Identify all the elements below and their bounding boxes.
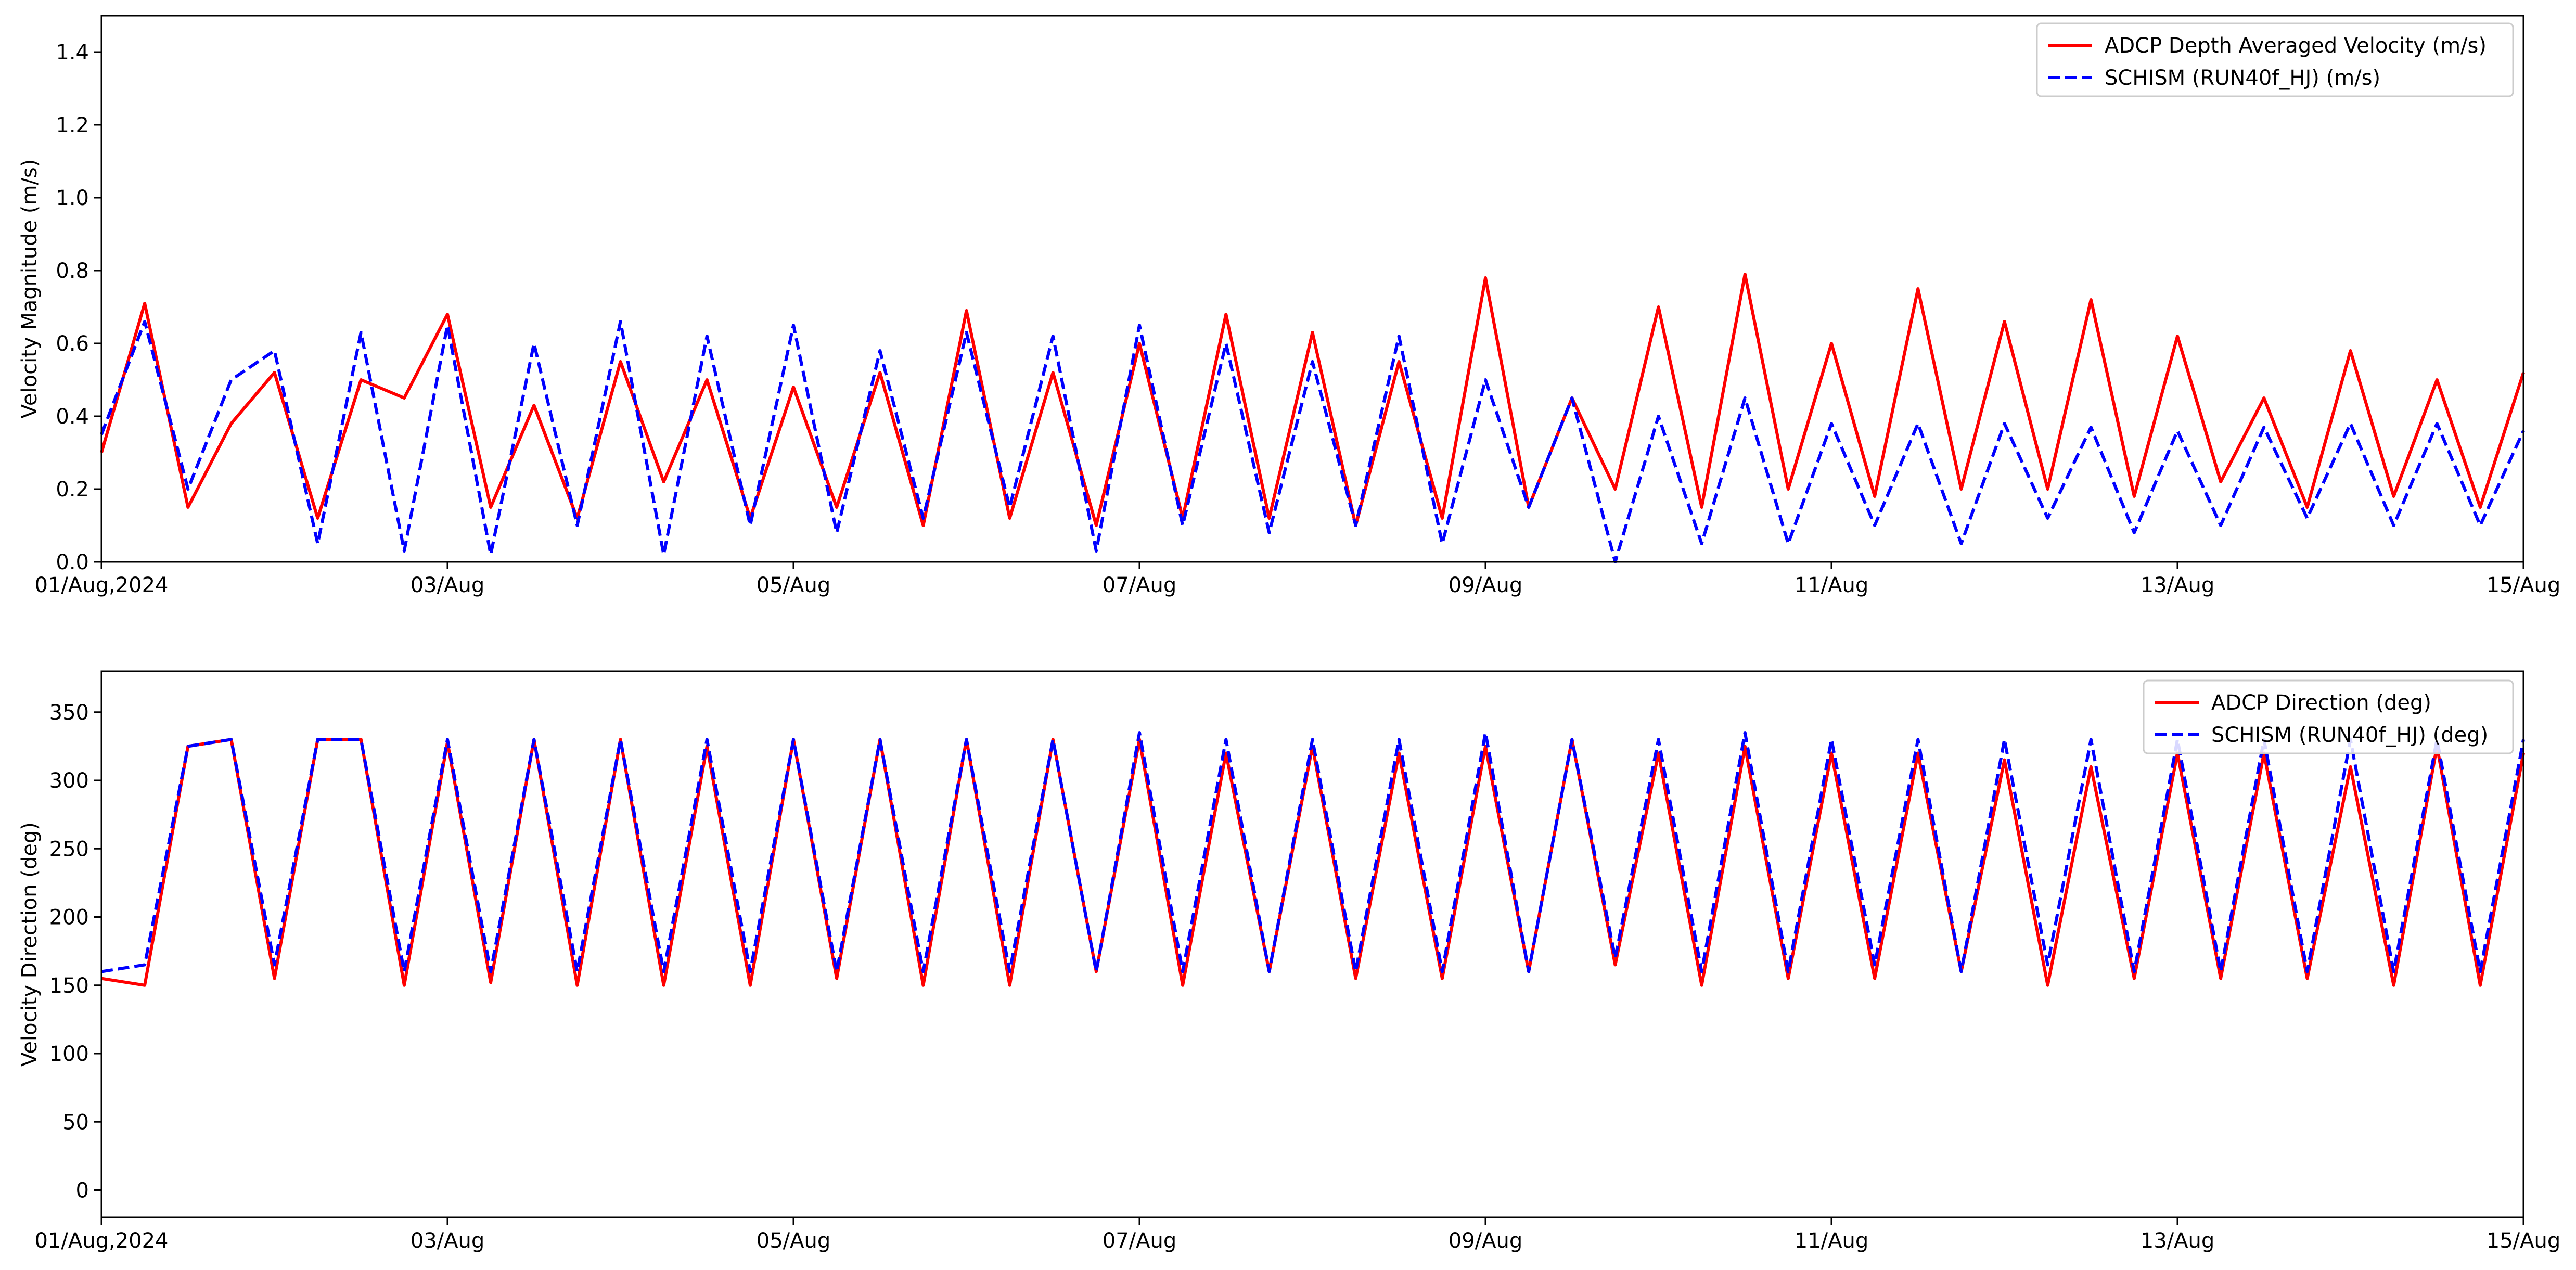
series-line-schism: [100, 320, 2525, 563]
x-tick-label: 03/Aug: [411, 573, 484, 597]
y-tick-label: 0: [76, 1179, 89, 1203]
legend-label: ADCP Direction (deg): [2211, 691, 2431, 715]
y-tick-label: 0.2: [56, 478, 89, 502]
series-line-adcp: [100, 273, 2525, 527]
y-axis-label: Velocity Magnitude (m/s): [18, 159, 42, 419]
x-tick-label: 13/Aug: [2141, 573, 2214, 597]
y-tick-label: 0.4: [56, 405, 89, 429]
legend-label: SCHISM (RUN40f_HJ) (deg): [2211, 723, 2488, 747]
x-tick-label: 01/Aug,2024: [35, 1229, 169, 1253]
x-tick-label: 09/Aug: [1449, 1229, 1522, 1253]
y-tick-label: 0.6: [56, 332, 89, 356]
x-tick-label: 05/Aug: [757, 573, 830, 597]
y-tick-label: 50: [62, 1110, 89, 1134]
y-tick-label: 250: [49, 837, 89, 861]
y-tick-label: 1.4: [56, 41, 89, 65]
x-tick-label: 11/Aug: [1795, 1229, 1868, 1253]
x-tick-label: 15/Aug: [2487, 1229, 2560, 1253]
series-line-schism: [101, 731, 2525, 973]
x-tick-label: 03/Aug: [411, 1229, 484, 1253]
axes-frame: [100, 670, 2524, 1218]
velocity-magnitude-panel: 0.0 0.2 0.4 0.6 0.8 1.0 1.2 1.4 01/Aug,2024 03/Au…: [18, 15, 2560, 597]
y-tick-label: 1.0: [56, 186, 89, 210]
x-tick-label: 01/Aug,2024: [35, 573, 169, 597]
y-tick-label: 350: [49, 701, 89, 725]
y-tick-label: 200: [49, 906, 89, 930]
x-tick-label: 05/Aug: [757, 1229, 830, 1253]
x-tick-label: 11/Aug: [1795, 573, 1868, 597]
y-tick-label: 0.0: [56, 550, 89, 574]
y-tick-label: 0.8: [56, 259, 89, 283]
series-line-adcp: [101, 738, 2525, 987]
y-tick-label: 300: [49, 769, 89, 793]
x-tick-label: 13/Aug: [2141, 1229, 2214, 1253]
axes-frame: [100, 15, 2524, 563]
legend-box: [2143, 679, 2514, 754]
legend-label: SCHISM (RUN40f_HJ) (m/s): [2105, 66, 2380, 90]
velocity-direction-panel: 0 50 100 150 200 250 300 350 01/Aug,2024 03/Aug 05…: [18, 670, 2560, 1253]
y-axis-label: Velocity Direction (deg): [18, 822, 42, 1067]
x-tick-label: 09/Aug: [1449, 573, 1522, 597]
y-tick-label: 150: [49, 974, 89, 998]
x-tick-label: 07/Aug: [1103, 1229, 1176, 1253]
legend-label: ADCP Depth Averaged Velocity (m/s): [2105, 34, 2487, 58]
y-tick-label: 100: [49, 1042, 89, 1066]
legend-box: [2036, 22, 2514, 97]
y-tick-label: 1.2: [56, 113, 89, 137]
x-tick-label: 07/Aug: [1103, 573, 1176, 597]
x-tick-label: 15/Aug: [2487, 573, 2560, 597]
